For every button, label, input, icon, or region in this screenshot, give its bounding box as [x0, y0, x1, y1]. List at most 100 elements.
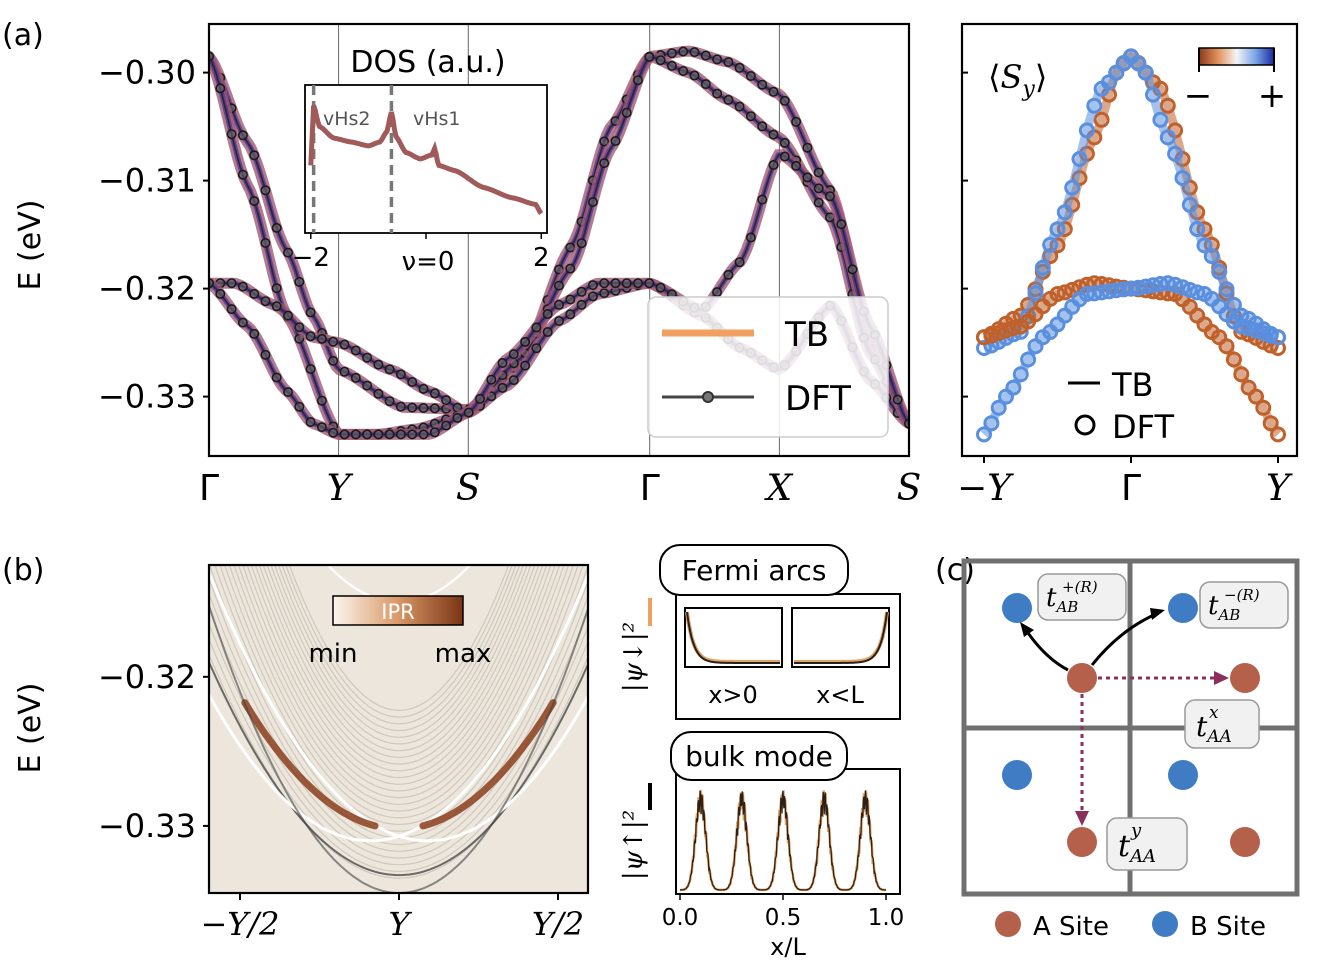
dft-point — [599, 278, 610, 289]
bulk-continuum-line — [219, 565, 579, 826]
dft-point — [689, 47, 700, 58]
legend-b-site-label: B Site — [1190, 912, 1266, 942]
spin-colorbar-gradient — [1198, 47, 1275, 66]
dft-point — [294, 401, 305, 412]
dft-point — [531, 322, 542, 333]
dft-point — [791, 160, 802, 171]
band-legend: TB DFT — [647, 296, 889, 438]
fermi-subplot-right-label: x<L — [816, 681, 864, 709]
dft-point — [678, 46, 689, 57]
dft-point — [429, 403, 440, 414]
b-site — [1002, 760, 1032, 790]
spin-xtick-label: Y — [1266, 468, 1293, 509]
bulk-mode-curve — [680, 790, 886, 891]
hop-label-ab-plus: tAB +(R) — [1037, 573, 1127, 621]
dft-point — [587, 197, 598, 208]
dft-point — [779, 151, 790, 162]
spin-dft-point — [1137, 278, 1154, 295]
dft-point — [362, 352, 373, 363]
hop-symbol: t — [1196, 710, 1208, 743]
b-site — [1002, 593, 1032, 623]
bulk-continuum-line — [209, 565, 588, 839]
spin-dft-point — [983, 327, 1000, 344]
a-site — [1230, 827, 1260, 857]
dft-point — [305, 416, 316, 427]
dft-point — [791, 116, 802, 127]
dft-point — [712, 287, 723, 298]
dft-point — [474, 393, 485, 404]
dft-point — [655, 55, 666, 66]
bulk-edge-line — [209, 659, 588, 877]
spin-dft-point — [983, 415, 1000, 432]
surface-ytick-label: −0.33 — [98, 807, 196, 845]
bulk-continuum-line — [209, 653, 588, 879]
dft-point — [226, 278, 237, 289]
dft-point — [260, 296, 271, 307]
dft-point — [463, 407, 474, 418]
dft-point — [497, 382, 508, 393]
bulk-continuum-line — [209, 622, 588, 866]
surface-xtick-label: −Y/2 — [200, 905, 279, 943]
hop-superscript: y — [1130, 820, 1142, 841]
dft-point — [282, 387, 293, 398]
dos-frame — [304, 84, 548, 234]
dft-point — [745, 71, 756, 82]
bulk-ylabel: |ψ↑|² — [619, 810, 649, 880]
bulk-continuum-line — [209, 576, 588, 846]
dft-point — [271, 283, 282, 294]
dft-point — [395, 429, 406, 440]
spin-dft-point — [1248, 388, 1264, 405]
svg-text:tAA: tAA — [1118, 829, 1156, 867]
dft-point — [249, 288, 260, 299]
band-legend-box — [647, 296, 889, 438]
dft-point — [610, 136, 621, 147]
bulk-continuum-line — [262, 565, 536, 758]
spin-dft-point — [1086, 285, 1103, 302]
bulk-mode-panel: bulk mode |ψ↑|² 0.0 0.5 1.0 x/L — [619, 731, 905, 961]
fermi-arcs-title: Fermi arcs — [682, 554, 827, 587]
dft-point — [621, 107, 632, 118]
dft-point — [745, 111, 756, 122]
dft-point — [237, 130, 248, 141]
dos-title: DOS (a.u.) — [350, 45, 505, 80]
dft-point — [249, 196, 260, 207]
spin-dft-point — [1174, 279, 1191, 296]
spin-dft-point — [1159, 275, 1176, 292]
spin-dft-point — [1049, 286, 1066, 302]
spin-dft-point — [1042, 236, 1059, 253]
bulk-xtick-label: 0.5 — [765, 905, 802, 931]
dft-point — [395, 369, 406, 380]
spin-xtick-label: Γ — [1121, 468, 1141, 509]
dft-point — [384, 364, 395, 375]
dft-point — [249, 150, 260, 161]
spin-dft-point — [1137, 64, 1154, 81]
spin-dft-point — [1270, 426, 1286, 443]
band-structure-plot: −0.33 −0.32 −0.31 −0.30 Γ Y S Γ X S E (eV) DOS (… — [13, 22, 921, 509]
hop-superscript: x — [1209, 703, 1219, 723]
spin-dft-point — [1225, 351, 1242, 368]
dft-point — [644, 278, 655, 289]
dft-point — [576, 238, 587, 249]
spin-dft-point — [1145, 86, 1161, 103]
dft-point — [237, 281, 248, 292]
dft-point — [328, 336, 339, 347]
spin-dft-point — [1064, 179, 1081, 196]
spin-dft-point — [1159, 129, 1176, 146]
dft-point — [531, 343, 542, 354]
dft-point — [734, 257, 745, 268]
spin-dft-point — [1167, 145, 1184, 162]
bulk-continuum-line — [270, 565, 528, 745]
spin-dft-point — [1093, 284, 1110, 301]
spin-dft-point — [1262, 415, 1279, 432]
a-site — [1230, 663, 1260, 693]
hop-subscript: AB — [1216, 606, 1240, 624]
dft-point — [395, 401, 406, 412]
svg-text:tAA: tAA — [1196, 710, 1232, 747]
bulk-xtick-label: 1.0 — [868, 905, 905, 931]
ipr-colorbar: IPR min max — [308, 595, 491, 669]
spin-dft-point — [1233, 366, 1250, 383]
fermi-arcs-panel: Fermi arcs x>0 x<L |ψ↓|² — [619, 544, 901, 720]
legend-a-site-marker — [995, 911, 1021, 937]
svg-text:tAB: tAB — [1046, 583, 1078, 616]
